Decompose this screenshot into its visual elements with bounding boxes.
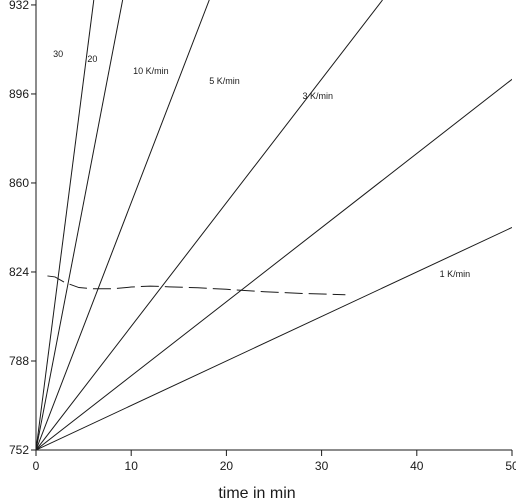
y-tick-label: 932: [9, 0, 29, 12]
line-label-3: 5 K/min: [209, 76, 240, 86]
x-tick-label: 40: [410, 459, 424, 473]
series-line-2: [36, 0, 210, 450]
series-layer: [36, 0, 512, 450]
y-tick-label: 896: [9, 87, 29, 101]
line-label-5: 1 K/min: [440, 269, 471, 279]
series-line-3: [36, 0, 383, 450]
y-tick-label: 824: [9, 265, 29, 279]
line-label-4: 3 K/min: [303, 91, 334, 101]
y-tick-label: 788: [9, 354, 29, 368]
line-label-1: 20: [87, 54, 97, 64]
y-ticks: 752 788 824 860 896 932: [9, 0, 36, 457]
y-tick-label: 752: [9, 443, 29, 457]
x-ticks: 0 10 20 30 40 50: [33, 450, 516, 473]
dashed-curve: [47, 275, 346, 296]
x-tick-label: 50: [505, 459, 516, 473]
x-tick-label: 20: [220, 459, 234, 473]
x-tick-label: 0: [33, 459, 40, 473]
series-line-0: [36, 0, 95, 450]
annotation-layer: 30 20 10 K/min 5 K/min 3 K/min 1 K/min: [53, 49, 470, 279]
line-label-2: 10 K/min: [133, 66, 169, 76]
series-line-4: [36, 78, 512, 450]
x-tick-label: 30: [315, 459, 329, 473]
x-tick-label: 10: [125, 459, 139, 473]
series-line-1: [36, 0, 124, 450]
x-axis-title: time in min: [218, 485, 295, 502]
series-line-5: [36, 227, 512, 450]
line-label-0: 30: [53, 49, 63, 59]
y-tick-label: 860: [9, 176, 29, 190]
